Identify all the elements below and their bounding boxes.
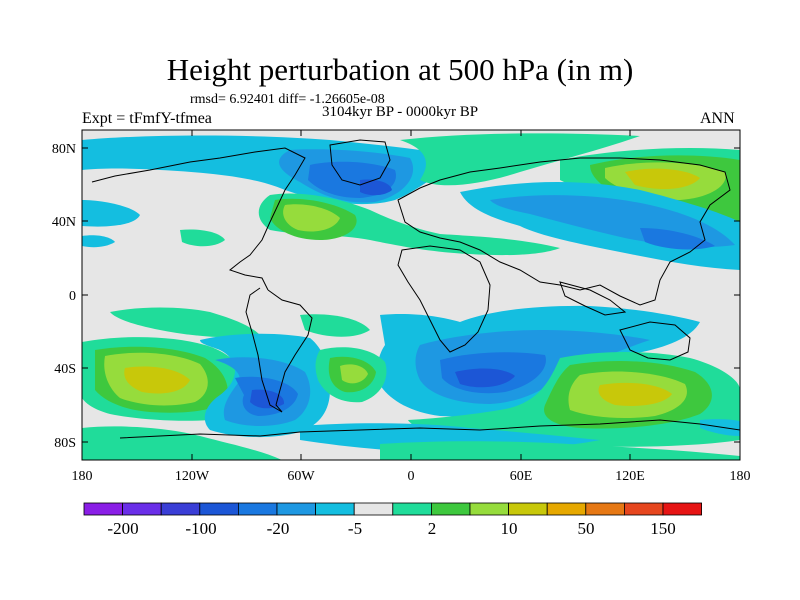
colorbar-box bbox=[237, 502, 278, 516]
lon-tick-label: 60E bbox=[510, 469, 533, 484]
colorbar-box bbox=[585, 502, 625, 516]
colorbar-box bbox=[469, 502, 509, 516]
season-label: ANN bbox=[700, 110, 735, 127]
height-field bbox=[82, 133, 740, 460]
colorbar-box bbox=[199, 502, 239, 516]
lon-tick-label: 0 bbox=[408, 469, 415, 484]
experiment-label: Expt = tFmfY-tfmea bbox=[82, 110, 212, 127]
colorbar bbox=[83, 502, 702, 516]
anomaly-region bbox=[598, 382, 672, 406]
anomaly-region bbox=[82, 200, 140, 227]
colorbar-box bbox=[83, 502, 123, 516]
axis-ticks bbox=[81, 130, 741, 460]
anomaly-region bbox=[283, 204, 340, 232]
anomaly-region bbox=[700, 419, 740, 436]
colorbar-label: 150 bbox=[650, 519, 676, 538]
colorbar-label: -20 bbox=[267, 519, 290, 538]
anomaly-region bbox=[625, 168, 700, 190]
colorbar-box bbox=[160, 502, 201, 516]
coastlines bbox=[91, 139, 740, 439]
colorbar-label: -100 bbox=[185, 519, 216, 538]
colorbar-labels: -200 -100 -20 -5 2 10 50 150 bbox=[107, 519, 675, 538]
anomaly-region bbox=[82, 235, 115, 248]
colorbar-box bbox=[276, 502, 316, 516]
anomaly-region bbox=[124, 366, 190, 394]
anomaly-region bbox=[82, 426, 282, 460]
map-title: Height perturbation at 500 hPa (in m) bbox=[166, 52, 634, 87]
lat-tick-label: 80N bbox=[52, 142, 76, 157]
lat-tick-label: 40S bbox=[54, 362, 76, 377]
lat-tick-label: 0 bbox=[69, 289, 76, 304]
colorbar-box bbox=[430, 502, 471, 516]
anomaly-region bbox=[300, 314, 370, 337]
colorbar-label: -200 bbox=[107, 519, 138, 538]
colorbar-label: 10 bbox=[501, 519, 518, 538]
colorbar-box bbox=[508, 502, 548, 516]
lon-tick-label: 60W bbox=[287, 469, 315, 484]
anomaly-region bbox=[180, 229, 225, 247]
colorbar-box bbox=[624, 502, 664, 516]
colorbar-box bbox=[662, 502, 702, 516]
colorbar-box bbox=[392, 502, 432, 516]
lon-tick-label: 180 bbox=[730, 469, 751, 484]
colorbar-box bbox=[315, 502, 355, 516]
lon-tick-label: 120E bbox=[615, 469, 645, 484]
stats-text: rmsd= 6.92401 diff= -1.26605e-08 bbox=[190, 92, 385, 107]
colorbar-box bbox=[122, 502, 162, 516]
anomaly-region bbox=[380, 441, 740, 460]
anomaly-region bbox=[360, 179, 392, 196]
lon-tick-label: 180 bbox=[72, 469, 93, 484]
colorbar-label: -5 bbox=[348, 519, 362, 538]
colorbar-label: 2 bbox=[428, 519, 437, 538]
anomaly-region bbox=[110, 307, 260, 338]
anomaly-region bbox=[250, 389, 285, 409]
colorbar-box bbox=[546, 502, 587, 516]
period-label: 3104kyr BP - 0000kyr BP bbox=[322, 104, 479, 120]
lon-tick-label: 120W bbox=[175, 469, 210, 484]
anomaly-region bbox=[340, 364, 368, 384]
lat-tick-label: 40N bbox=[52, 215, 76, 230]
anomaly-region bbox=[640, 228, 715, 250]
lat-tick-label: 80S bbox=[54, 436, 76, 451]
anomaly-region bbox=[400, 133, 640, 186]
anomaly-region bbox=[455, 368, 515, 388]
colorbar-box bbox=[353, 502, 394, 516]
colorbar-label: 50 bbox=[578, 519, 595, 538]
